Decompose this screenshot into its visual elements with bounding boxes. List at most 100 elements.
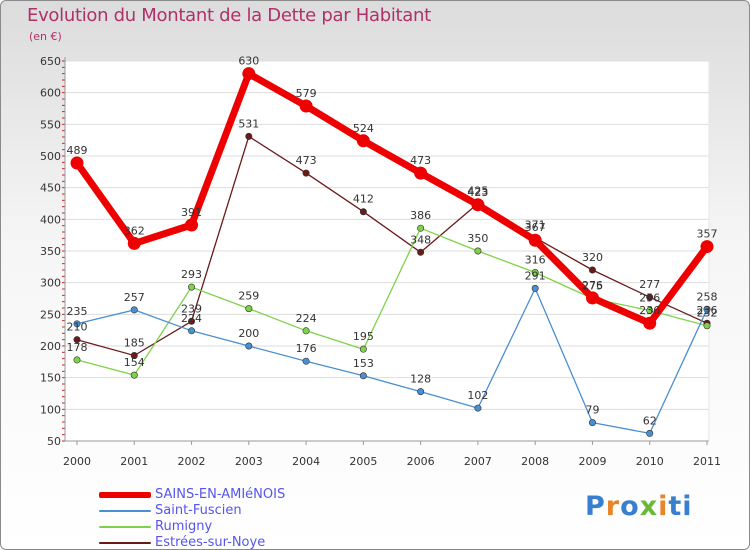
y-tick-label: 300 xyxy=(40,277,61,290)
y-tick-label: 50 xyxy=(47,435,61,448)
data-point xyxy=(359,345,367,353)
data-label: 176 xyxy=(296,342,317,355)
data-label: 259 xyxy=(238,290,259,303)
series-line xyxy=(73,70,711,327)
x-tick-label: 2003 xyxy=(235,455,263,468)
data-label: 276 xyxy=(582,279,603,292)
x-tick-label: 2011 xyxy=(693,455,721,468)
data-point xyxy=(359,372,367,380)
data-label: 531 xyxy=(238,117,259,130)
data-point xyxy=(417,388,425,396)
chart-title: Evolution du Montant de la Dette par Hab… xyxy=(27,5,431,26)
data-label: 185 xyxy=(124,337,145,350)
data-point xyxy=(474,404,482,412)
x-tick-label: 2000 xyxy=(63,455,91,468)
data-label: 236 xyxy=(639,304,660,317)
x-tick-label: 2008 xyxy=(521,455,549,468)
data-label: 362 xyxy=(124,224,145,237)
legend-swatch xyxy=(99,526,151,528)
x-tick-label: 2010 xyxy=(636,455,664,468)
data-label: 473 xyxy=(296,154,317,167)
data-label: 524 xyxy=(353,122,374,135)
data-label: 224 xyxy=(181,312,202,325)
data-point xyxy=(130,371,138,379)
data-label: 348 xyxy=(410,233,431,246)
data-label: 258 xyxy=(697,290,718,303)
data-label: 178 xyxy=(67,341,88,354)
proxiti-logo: Proxiti xyxy=(585,491,693,522)
data-point xyxy=(299,99,313,113)
legend-swatch xyxy=(99,492,151,498)
data-label: 630 xyxy=(238,55,259,68)
data-point xyxy=(302,357,310,365)
y-tick-label: 100 xyxy=(40,403,61,416)
data-point xyxy=(245,132,253,140)
legend-label: Rumigny xyxy=(155,519,213,534)
data-point xyxy=(531,269,539,277)
data-label: 62 xyxy=(643,414,657,427)
data-point xyxy=(73,336,81,344)
legend-swatch xyxy=(99,542,151,544)
data-label: 412 xyxy=(353,193,374,206)
data-point xyxy=(643,316,657,330)
legend-label: SAINS-EN-AMIéNOIS xyxy=(155,487,286,502)
x-tick-label: 2004 xyxy=(292,455,320,468)
data-label: 79 xyxy=(585,404,599,417)
data-label: 200 xyxy=(238,327,259,340)
data-point xyxy=(417,224,425,232)
data-label: 423 xyxy=(467,186,488,199)
data-point xyxy=(528,233,542,247)
series-lines xyxy=(70,67,714,437)
data-label: 102 xyxy=(467,389,488,402)
data-labels: 210 185 239 531 473 412 348 425 371 320 277 236 178 1… xyxy=(67,55,718,428)
data-point xyxy=(703,305,711,313)
legend-swatch xyxy=(99,510,151,512)
x-tick-label: 2007 xyxy=(464,455,492,468)
data-point xyxy=(302,327,310,335)
legend-label: Saint-Fuscien xyxy=(155,503,242,518)
data-label: 210 xyxy=(67,321,88,334)
data-point xyxy=(302,169,310,177)
data-label: 489 xyxy=(67,144,88,157)
data-point xyxy=(703,322,711,330)
data-label: 391 xyxy=(181,206,202,219)
data-point xyxy=(585,291,599,305)
data-point xyxy=(130,351,138,359)
grid xyxy=(65,60,709,442)
data-point xyxy=(188,327,196,335)
data-point xyxy=(588,419,596,427)
data-point xyxy=(471,198,485,212)
data-label: 350 xyxy=(467,232,488,245)
x-tick-label: 2005 xyxy=(349,455,377,468)
y-tick-label: 150 xyxy=(40,372,61,385)
data-label: 291 xyxy=(525,269,546,282)
data-point xyxy=(359,208,367,216)
series-line xyxy=(76,287,708,435)
x-tick-label: 2009 xyxy=(578,455,606,468)
data-label: 275 xyxy=(582,280,603,293)
data-label: 257 xyxy=(124,291,145,304)
data-point xyxy=(245,342,253,350)
axes: 50 100 150 200 250 300 350 400 450 500 550 600 650 20… xyxy=(40,55,721,468)
data-label: 235 xyxy=(67,305,88,318)
data-point xyxy=(646,293,654,301)
x-tick-label: 2006 xyxy=(407,455,435,468)
data-point xyxy=(242,67,256,81)
data-point xyxy=(474,247,482,255)
data-point xyxy=(70,156,84,170)
data-label: 236 xyxy=(697,304,718,317)
data-label: 357 xyxy=(697,228,718,241)
y-tick-label: 200 xyxy=(40,340,61,353)
data-label: 371 xyxy=(525,219,546,232)
data-point xyxy=(414,166,428,180)
y-tick-label: 250 xyxy=(40,308,61,321)
data-point xyxy=(127,236,141,250)
data-label: 579 xyxy=(296,87,317,100)
data-point xyxy=(356,134,370,148)
y-tick-label: 600 xyxy=(40,87,61,100)
data-label: 367 xyxy=(525,221,546,234)
y-tick-label: 550 xyxy=(40,118,61,131)
data-label: 277 xyxy=(639,278,660,291)
data-point xyxy=(646,307,654,315)
